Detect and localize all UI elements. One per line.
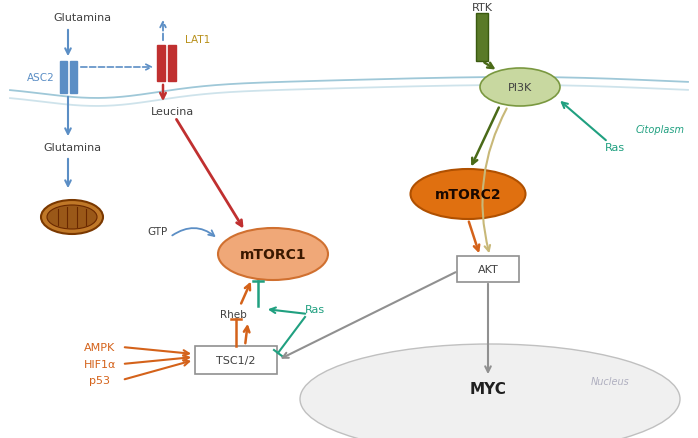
FancyBboxPatch shape: [168, 46, 176, 82]
Text: RTK: RTK: [472, 3, 493, 13]
Text: TSC1/2: TSC1/2: [216, 355, 255, 365]
Text: p53: p53: [89, 375, 110, 385]
Text: Leucina: Leucina: [150, 107, 193, 117]
Text: PI3K: PI3K: [508, 83, 532, 93]
Ellipse shape: [218, 229, 328, 280]
Text: MYC: MYC: [470, 381, 507, 396]
Text: AKT: AKT: [477, 265, 498, 274]
Text: Glutamina: Glutamina: [53, 13, 111, 23]
Text: mTORC1: mTORC1: [239, 247, 306, 261]
Text: Glutamina: Glutamina: [43, 143, 101, 153]
Text: Ras: Ras: [605, 143, 625, 153]
FancyBboxPatch shape: [60, 62, 67, 94]
FancyBboxPatch shape: [195, 346, 277, 374]
Text: ASC2: ASC2: [27, 73, 55, 83]
Ellipse shape: [47, 205, 97, 230]
Text: HIF1α: HIF1α: [84, 359, 116, 369]
Text: GTP: GTP: [148, 226, 168, 237]
Text: Ras: Ras: [305, 304, 325, 314]
Text: Nucleus: Nucleus: [591, 376, 630, 386]
Ellipse shape: [480, 69, 560, 107]
Ellipse shape: [300, 344, 680, 438]
Text: Rheb: Rheb: [220, 309, 246, 319]
FancyBboxPatch shape: [70, 62, 77, 94]
Ellipse shape: [41, 201, 103, 234]
Text: AMPK: AMPK: [84, 342, 116, 352]
Text: mTORC2: mTORC2: [435, 187, 501, 201]
Text: Citoplasm: Citoplasm: [635, 125, 685, 135]
FancyBboxPatch shape: [157, 46, 165, 82]
FancyBboxPatch shape: [476, 14, 488, 62]
Ellipse shape: [410, 170, 526, 219]
Text: LAT1: LAT1: [185, 35, 210, 45]
FancyBboxPatch shape: [457, 256, 519, 283]
